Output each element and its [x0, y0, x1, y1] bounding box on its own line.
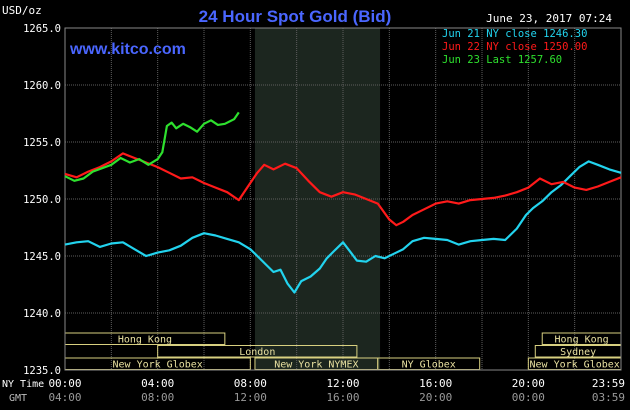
ny-time-tick: 12:00	[326, 377, 359, 390]
gmt-time-tick: 00:00	[512, 391, 545, 404]
legend-entry-jun21: Jun 21 NY close 1246.30	[442, 28, 587, 40]
session-label: London	[239, 347, 275, 358]
gmt-time-tick: 16:00	[326, 391, 359, 404]
gmt-time-tick: 20:00	[419, 391, 452, 404]
ny-time-label: NY Time	[2, 379, 44, 390]
session-label: New York NYMEX	[274, 359, 358, 370]
y-tick-label: 1240.0	[23, 308, 61, 320]
session-box	[157, 345, 358, 358]
legend-entry-jun22: Jun 22 NY close 1250.00	[442, 41, 587, 53]
legend-entry-jun23: Jun 23 Last 1257.60	[442, 54, 562, 66]
session-label: Sydney	[560, 347, 596, 358]
gmt-time-tick: 03:59	[592, 391, 625, 404]
y-tick-label: 1245.0	[23, 251, 61, 263]
series-line	[64, 160, 622, 294]
session-label: NY Globex	[402, 359, 456, 370]
y-tick-label: 1260.0	[23, 80, 61, 92]
y-tick-label: 1265.0	[23, 23, 61, 35]
y-axis-ticks: 1265.0 1260.0 1255.0 1250.0 1245.0 1240.0 1235…	[23, 23, 61, 377]
series-line	[64, 152, 622, 227]
gmt-time-tick: 04:00	[48, 391, 81, 404]
gmt-label: GMT	[9, 393, 27, 404]
ny-time-tick: 16:00	[419, 377, 452, 390]
chart-datetime: June 23, 2017 07:24	[486, 12, 612, 25]
ny-time-tick: 20:00	[512, 377, 545, 390]
price-series	[64, 111, 622, 294]
x-axis-ticks: 00:0004:0004:0008:0008:0012:0012:0016:00…	[48, 377, 625, 404]
plot-border	[64, 27, 622, 371]
y-tick-label: 1255.0	[23, 137, 61, 149]
ny-time-tick: 08:00	[234, 377, 267, 390]
session-label: New York Globex	[113, 359, 203, 370]
gmt-time-tick: 12:00	[234, 391, 267, 404]
ny-time-tick: 04:00	[141, 377, 174, 390]
y-tick-label: 1250.0	[23, 194, 61, 206]
chart-title: 24 Hour Spot Gold (Bid)	[199, 7, 392, 26]
site-watermark: www.kitco.com	[69, 41, 186, 58]
gmt-time-tick: 08:00	[141, 391, 174, 404]
legend: Jun 21 NY close 1246.30 Jun 22 NY close …	[442, 28, 587, 66]
ny-time-tick: 00:00	[48, 377, 81, 390]
session-label: Hong Kong	[555, 334, 609, 345]
y-tick-label: 1235.0	[23, 365, 61, 377]
ny-time-tick: 23:59	[592, 377, 625, 390]
plot-frame	[64, 27, 622, 371]
series-line	[64, 111, 240, 182]
session-label: Hong Kong	[118, 334, 172, 345]
y-axis-unit: USD/oz	[2, 4, 42, 17]
session-label: New York Globex	[530, 359, 620, 370]
